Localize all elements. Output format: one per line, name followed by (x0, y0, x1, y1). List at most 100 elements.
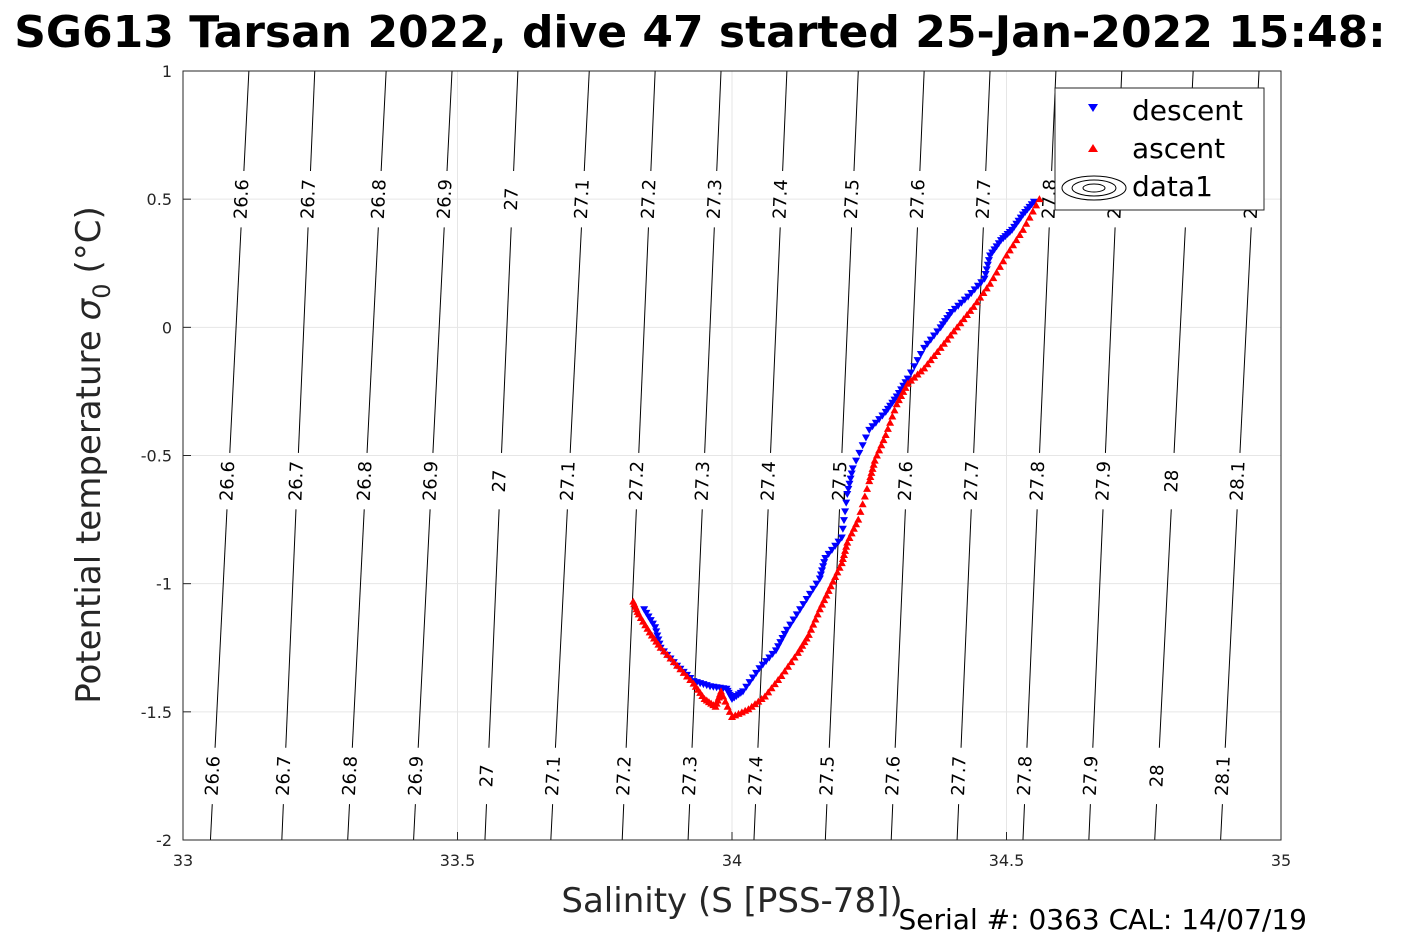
contour-line (1220, 804, 1223, 841)
contour-label: 27.1 (571, 179, 594, 220)
contour-label: 27.5 (816, 755, 839, 796)
contour-line (351, 509, 365, 748)
contour-label: 27.8 (1026, 461, 1049, 502)
y-axis-label-subscript: 0 (88, 283, 116, 298)
ascent-point (1005, 246, 1014, 254)
descent-point (858, 442, 867, 450)
descent-point (752, 669, 761, 677)
descent-point (755, 665, 764, 673)
ascent-point (682, 672, 691, 680)
contour-label: 27 (501, 187, 523, 211)
contour-line (554, 509, 568, 748)
ascent-point (936, 343, 945, 351)
ascent-point (673, 661, 682, 669)
ascent-point (866, 473, 875, 481)
ascent-point (969, 302, 978, 310)
ascent-point (686, 676, 695, 684)
ascent-point (725, 707, 734, 715)
ascent-point (1002, 251, 1011, 259)
contour-line (687, 804, 691, 841)
descent-point (819, 563, 828, 571)
ascent-point (881, 430, 890, 438)
ascent-point (790, 653, 799, 661)
descent-point (930, 332, 939, 340)
ascent-point (992, 268, 1001, 276)
contour-label: 26.8 (339, 755, 362, 796)
ascent-point (719, 692, 728, 700)
contour-line (1092, 509, 1104, 748)
descent-point (648, 620, 657, 628)
descent-point (847, 470, 856, 478)
descent-point (964, 293, 973, 301)
contour-line (569, 227, 582, 453)
ascent-point (1009, 241, 1018, 249)
contour-line (309, 70, 316, 171)
ascent-point (1015, 231, 1024, 239)
ascent-point (656, 643, 665, 651)
contour-label: 27.2 (638, 179, 661, 220)
contour-26.9: 26.9 26.9 26.9 (405, 70, 457, 841)
ascent-point (868, 464, 877, 472)
ascent-point (838, 555, 847, 563)
ascent-point (800, 638, 809, 646)
ascent-point (723, 702, 732, 710)
ascent-point (721, 697, 730, 705)
ascent-point (976, 293, 985, 301)
ascent-point (833, 568, 842, 576)
contour-line (413, 804, 416, 841)
contour-label: 27.4 (757, 461, 780, 502)
descent-point (980, 275, 989, 283)
contour-label: 27.7 (948, 755, 971, 796)
contour-27.2: 27.2 27.2 27.2 (613, 70, 661, 841)
ascent-point (870, 456, 879, 464)
ascent-point (777, 671, 786, 679)
ascent-point (1018, 225, 1027, 233)
descent-point (845, 480, 854, 488)
contour-26.6: 26.6 26.6 26.6 (202, 70, 253, 841)
serial-cal-footer: Serial #: 0363 CAL: 14/07/19 (899, 903, 1307, 936)
ascent-point (829, 577, 838, 585)
contour-line (890, 804, 894, 841)
contour-label: 27.5 (841, 179, 864, 220)
contour-line (828, 509, 840, 748)
descent-point (982, 266, 991, 274)
ascent-point (809, 620, 818, 628)
ascent-point (849, 524, 858, 532)
descent-point (792, 611, 801, 619)
contour-line (907, 227, 918, 453)
descent-point (837, 534, 846, 542)
ascent-point (854, 515, 863, 523)
ascent-point (835, 563, 844, 571)
descent-point (646, 617, 655, 625)
descent-point (842, 499, 851, 507)
ascent-point (802, 634, 811, 642)
contour-label: 26.7 (285, 461, 308, 502)
contour-27.1: 27.1 27.1 27.1 (542, 70, 594, 841)
contour-label: 27.6 (895, 461, 918, 502)
ascent-point (717, 687, 726, 695)
legend-descent-marker (1088, 104, 1098, 112)
contour-line (1022, 804, 1026, 841)
descent-point (855, 449, 864, 457)
contour-line (621, 804, 625, 841)
ascent-point (811, 615, 820, 623)
ascent-point (856, 507, 865, 515)
contour-label: 27.8 (1014, 755, 1037, 796)
contour-line (919, 70, 925, 171)
ascent-point (852, 520, 861, 528)
contour-line (501, 227, 512, 453)
contour-27.7: 27.7 27.7 27.7 (948, 70, 995, 841)
descent-point (967, 289, 976, 297)
descent-point (923, 340, 932, 348)
descent-point (834, 538, 843, 546)
contour-line (243, 70, 250, 171)
contour-line (985, 70, 991, 171)
descent-point (861, 434, 870, 442)
contour-label: 28 (1146, 764, 1168, 788)
contour-line (446, 70, 453, 171)
descent-point (868, 423, 877, 431)
ascent-point (659, 647, 668, 655)
ascent-point (1035, 195, 1044, 203)
contour-line (753, 804, 756, 841)
